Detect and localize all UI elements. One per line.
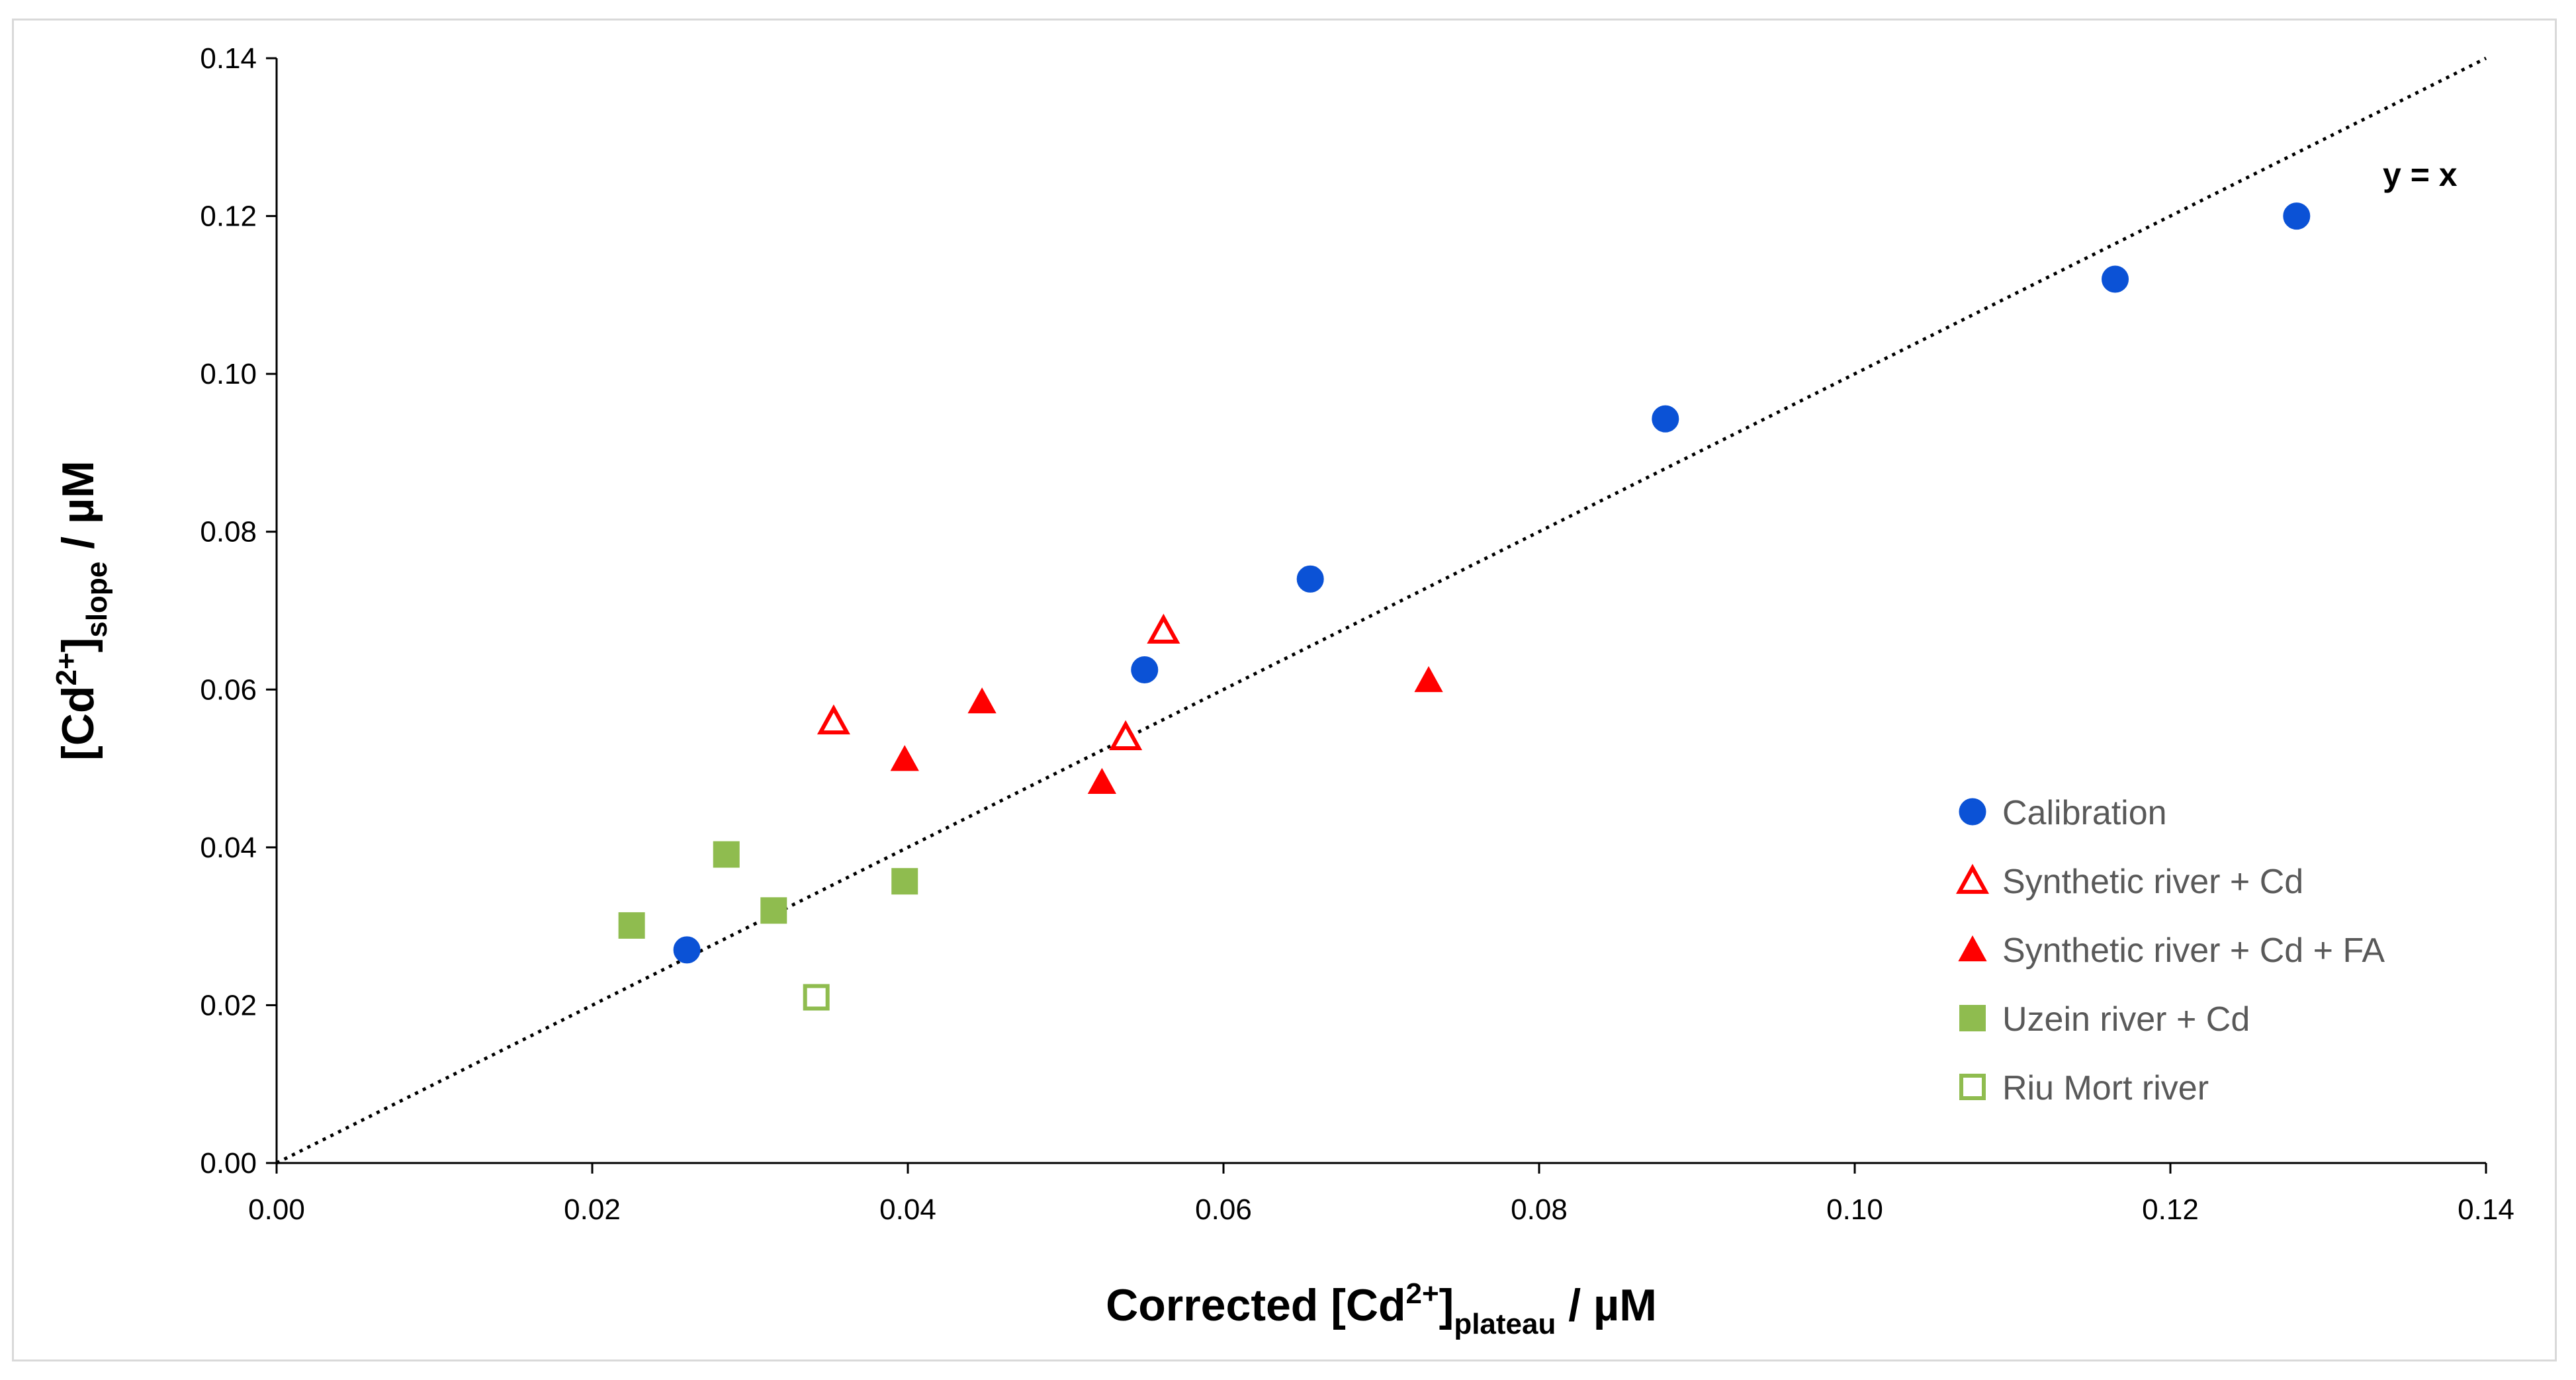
data-point: [1296, 565, 1324, 593]
y-tick-label: 0.02: [200, 989, 257, 1021]
legend-label: Riu Mort river: [2002, 1069, 2209, 1107]
legend-marker: [1959, 1074, 1986, 1100]
data-point: [618, 912, 645, 939]
scatter-chart: 0.00 0.02 0.04 0.06 0.08 0.10 0.12 0.14 0.00 0.02…: [50, 42, 2514, 1340]
data-point: [891, 868, 918, 895]
data-point: [1131, 656, 1159, 683]
legend-item: Riu Mort river: [1959, 1069, 2209, 1107]
data-point: [817, 704, 850, 735]
y-tick-label: 0.12: [200, 200, 257, 233]
axis-titles: Corrected [Cd2+]plateau / µM [Cd2+]slope …: [50, 460, 1657, 1340]
legend-item: Synthetic river + Cd: [1955, 863, 2303, 901]
series-uzein-river-cd: [618, 841, 918, 939]
y-axis-title: [Cd2+]slope / µM: [50, 460, 113, 761]
series-synthetic-river-cd: [817, 613, 1180, 750]
x-tick-label: 0.06: [1195, 1193, 1252, 1226]
data-point: [1652, 405, 1679, 433]
data-point: [1414, 666, 1443, 693]
y-tick-label: 0.08: [200, 516, 257, 548]
data-point: [1147, 613, 1180, 644]
x-tick-label: 0.02: [564, 1193, 621, 1226]
x-tick-label: 0.00: [248, 1193, 305, 1226]
data-point: [803, 984, 830, 1011]
axes: 0.00 0.02 0.04 0.06 0.08 0.10 0.12 0.14 0.00 0.02…: [200, 42, 2514, 1226]
reference-line-y-equals-x: [275, 56, 2487, 1165]
data-point: [1109, 720, 1143, 750]
legend: Calibration Synthetic river + Cd Synthetic…: [1955, 794, 2385, 1107]
data-point: [890, 745, 919, 771]
data-point: [713, 841, 740, 868]
series-riu-mort-river: [803, 984, 830, 1011]
legend-label: Calibration: [2002, 794, 2167, 832]
legend-item: Calibration: [1959, 794, 2167, 832]
legend-item: Uzein river + Cd: [1959, 1000, 2250, 1039]
reference-line-layer: y = x: [275, 56, 2487, 1165]
reference-line-label: y = x: [2383, 156, 2458, 193]
data-point: [2283, 202, 2311, 230]
legend-marker: [1958, 935, 1987, 962]
data-point: [673, 936, 701, 964]
data-point: [2102, 265, 2129, 293]
y-tick-label: 0.10: [200, 358, 257, 390]
y-tick-label: 0.04: [200, 832, 257, 864]
data-point: [1087, 767, 1117, 794]
legend-item: Synthetic river + Cd + FA: [1958, 931, 2385, 970]
x-tick-label: 0.08: [1511, 1193, 1568, 1226]
chart-frame: 0.00 0.02 0.04 0.06 0.08 0.10 0.12 0.14 0.00 0.02…: [12, 19, 2557, 1361]
x-tick-label: 0.14: [2458, 1193, 2514, 1226]
y-tick-label: 0.06: [200, 673, 257, 706]
legend-label: Uzein river + Cd: [2002, 1000, 2250, 1039]
x-tick-label: 0.12: [2142, 1193, 2199, 1226]
legend-marker: [1959, 1005, 1986, 1031]
y-tick-label: 0.00: [200, 1147, 257, 1180]
data-point: [967, 687, 997, 714]
x-tick-label: 0.10: [1826, 1193, 1883, 1226]
x-tick-label: 0.04: [879, 1193, 936, 1226]
data-point: [760, 897, 787, 924]
x-axis-title: Corrected [Cd2+]plateau / µM: [1106, 1277, 1657, 1340]
legend-marker: [1959, 798, 1986, 826]
data-marks: [618, 202, 2311, 1011]
series-synthetic-river-cd-fa: [890, 666, 1443, 794]
legend-marker: [1955, 863, 1990, 894]
legend-label: Synthetic river + Cd: [2002, 863, 2303, 901]
legend-label: Synthetic river + Cd + FA: [2002, 931, 2385, 970]
y-tick-label: 0.14: [200, 42, 257, 75]
series-calibration: [673, 202, 2311, 964]
